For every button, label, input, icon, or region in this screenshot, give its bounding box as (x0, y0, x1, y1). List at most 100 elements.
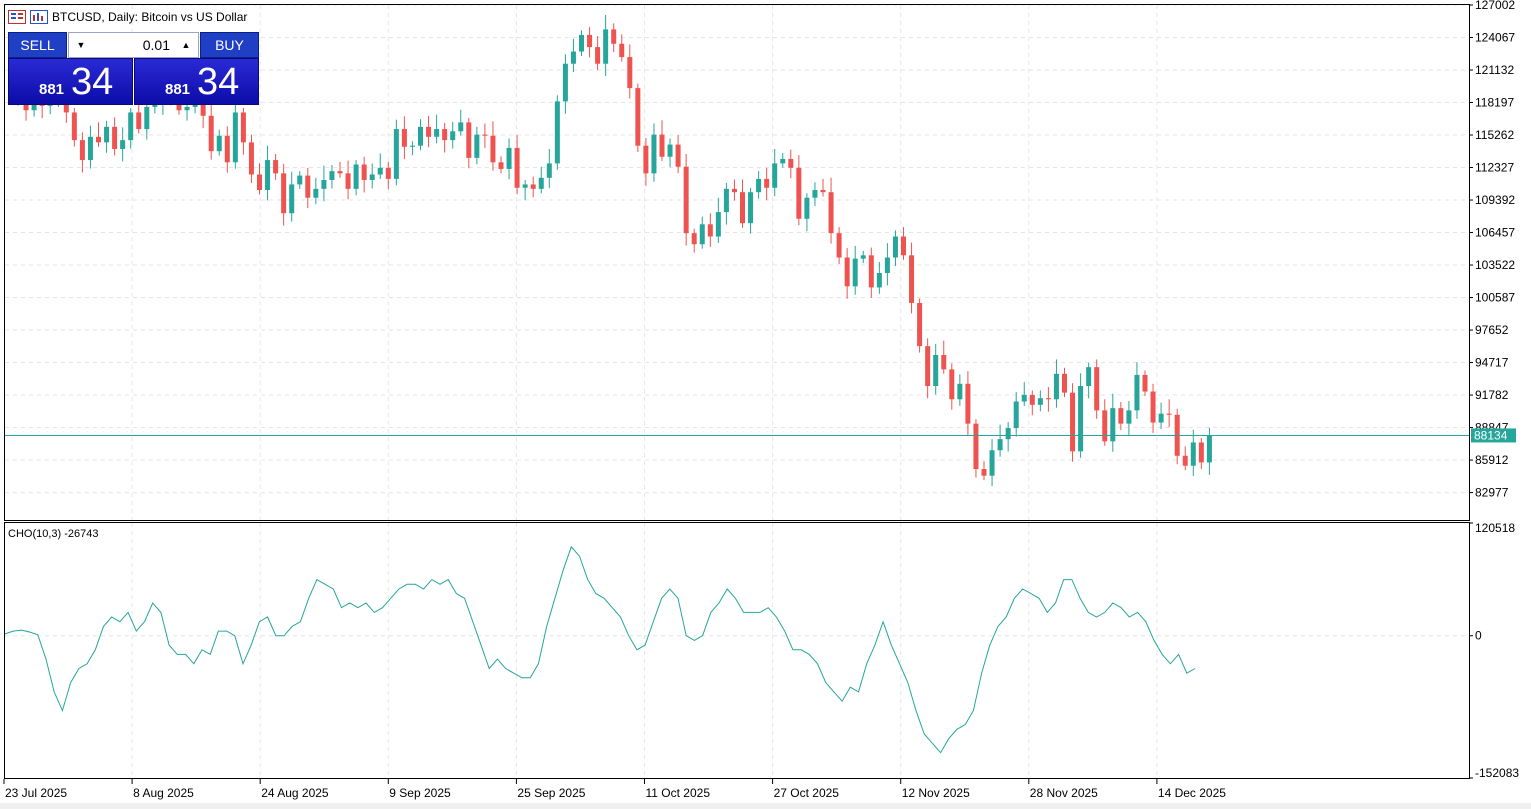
time-tick-label: 8 Aug 2025 (133, 786, 194, 800)
buy-button[interactable]: BUY (200, 32, 259, 58)
candle (1070, 383, 1076, 462)
time-tick-label: 12 Nov 2025 (902, 786, 970, 800)
candle (1166, 399, 1172, 428)
candle (329, 165, 335, 189)
candle (731, 179, 737, 201)
candle (860, 250, 866, 264)
chart-window-icon[interactable] (8, 10, 26, 24)
candle (707, 213, 713, 247)
candle (1126, 400, 1132, 437)
candle (490, 121, 496, 171)
candle (989, 439, 995, 487)
candle (796, 155, 802, 226)
candle (764, 167, 770, 201)
indicator-tick-label: 120518 (1475, 521, 1515, 535)
candle (136, 104, 142, 134)
candle (1182, 446, 1188, 471)
candle (675, 135, 681, 174)
candle (426, 115, 432, 148)
time-tick-label: 28 Nov 2025 (1030, 786, 1098, 800)
candle (281, 163, 287, 226)
bottom-tab-strip (0, 803, 1531, 809)
candle (836, 227, 842, 264)
candle (361, 156, 367, 193)
candle (651, 123, 657, 182)
candle (949, 363, 955, 410)
candle (627, 44, 633, 99)
candle (1134, 362, 1140, 419)
lot-size-value[interactable]: 0.01 (142, 37, 170, 53)
time-tick-label: 24 Aug 2025 (261, 786, 329, 800)
candle (611, 23, 617, 53)
candle (71, 108, 77, 147)
time-axis[interactable]: 23 Jul 2025 8 Aug 2025 24 Aug 2025 9 Sep 20… (3, 779, 1226, 800)
candle (1045, 387, 1051, 412)
candle (1005, 421, 1011, 452)
candle (570, 38, 576, 73)
candle (973, 419, 979, 478)
candle (804, 193, 810, 232)
candle (522, 180, 528, 201)
candle (369, 163, 375, 189)
candle (393, 119, 399, 186)
candle (1110, 393, 1116, 452)
sell-price-box[interactable]: 881 34 (8, 58, 133, 105)
candle (780, 152, 786, 168)
cho-indicator-line (4, 545, 1196, 754)
price-tick-label: 85912 (1475, 453, 1509, 467)
indicator-axis[interactable]: 120518 0 -152083 (1469, 521, 1519, 780)
candle (941, 340, 947, 374)
candle (128, 108, 134, 149)
candle (683, 153, 689, 246)
price-tick-label: 109392 (1475, 193, 1515, 207)
candle (981, 461, 987, 481)
buy-price-box[interactable]: 881 34 (134, 58, 259, 105)
lot-decrease-icon[interactable]: ▼ (76, 40, 86, 50)
candle (434, 114, 440, 144)
candle (474, 126, 480, 165)
candle (208, 101, 214, 160)
price-axis[interactable]: 127002 124067 121132 118197 115262 112327 1093… (1469, 0, 1515, 500)
candle (1029, 390, 1035, 416)
current-price-tag: 88134 (1471, 428, 1516, 443)
candle (1118, 402, 1124, 431)
time-tick-label: 23 Jul 2025 (5, 786, 67, 800)
candle (659, 120, 665, 162)
candle (603, 14, 609, 77)
candle (933, 343, 939, 395)
candle (699, 216, 705, 249)
candle (1150, 383, 1156, 433)
candle (546, 148, 552, 189)
sell-price-big: 34 (71, 61, 114, 103)
price-tick-label: 82977 (1475, 486, 1509, 500)
lot-size-stepper[interactable]: ▼ 0.01 ▲ (68, 32, 199, 58)
candle (917, 298, 923, 353)
indicator-frame (4, 522, 1470, 779)
candle (1037, 390, 1043, 412)
chart-header: BTCUSD, Daily: Bitcoin vs US Dollar (8, 10, 247, 24)
candle (466, 117, 472, 169)
market-watch-icon[interactable] (30, 10, 48, 24)
candle (385, 161, 391, 190)
candle (112, 117, 118, 156)
candle (257, 163, 262, 195)
candle (1206, 427, 1212, 475)
candle (530, 176, 536, 198)
candle (1086, 362, 1092, 399)
candle (667, 138, 673, 168)
indicator-grid (5, 523, 1469, 778)
candle (1094, 359, 1100, 419)
candle (120, 127, 126, 162)
candle (265, 145, 271, 201)
candle (184, 102, 190, 121)
current-price-tag-bg (1471, 428, 1516, 443)
candle (1053, 359, 1059, 408)
sell-button[interactable]: SELL (8, 32, 67, 58)
price-tick-label: 112327 (1475, 161, 1514, 175)
time-tick-label: 14 Dec 2025 (1158, 786, 1226, 800)
indicator-tick-label: 0 (1475, 629, 1482, 643)
candle (418, 119, 423, 151)
candle (377, 153, 383, 179)
lot-increase-icon[interactable]: ▲ (181, 40, 191, 50)
